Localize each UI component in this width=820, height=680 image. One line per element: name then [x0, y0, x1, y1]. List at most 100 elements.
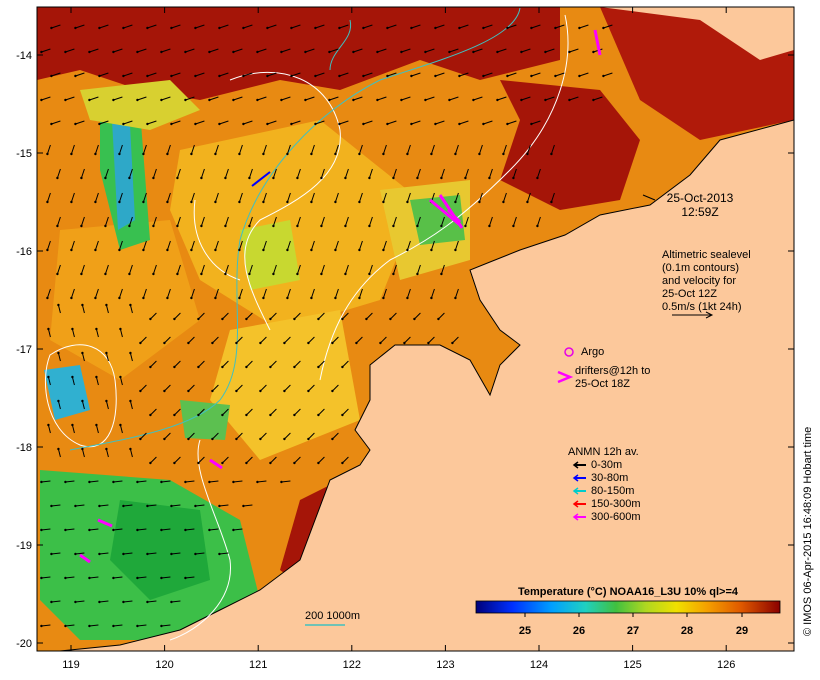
velocity-arrowhead [214, 152, 217, 156]
velocity-arrow [185, 96, 195, 101]
velocity-arrowhead [194, 122, 197, 126]
velocity-arrow [401, 96, 411, 101]
velocity-arrowhead [94, 248, 97, 252]
velocity-arrow [425, 96, 435, 101]
longitude-axis: 119 120 121 122 123 124 125 126 [62, 7, 735, 671]
velocity-arrowhead [256, 50, 259, 54]
velocity-arrowhead [232, 528, 235, 532]
velocity-arrowhead [341, 461, 344, 465]
velocity-arrow [318, 360, 325, 368]
velocity-arrowhead [104, 176, 107, 180]
velocity-arrow [166, 240, 171, 251]
velocity-arrowhead [430, 152, 433, 156]
velocity-arrow [315, 24, 325, 29]
velocity-arrowhead [424, 98, 427, 102]
velocity-arrow [140, 384, 147, 392]
colorbar-tick-label: 27 [627, 625, 639, 637]
velocity-arrowhead [208, 480, 211, 484]
velocity-arrowhead [146, 504, 149, 508]
velocity-arrowhead [304, 98, 307, 102]
velocity-arrowhead [187, 389, 190, 393]
velocity-arrow [270, 408, 277, 416]
velocity-arrow [41, 576, 51, 579]
velocity-arrow [46, 288, 51, 299]
velocity-arrowhead [139, 341, 142, 345]
velocity-arrow [430, 144, 435, 155]
velocity-arrowhead [376, 98, 379, 102]
velocity-arrowhead [160, 480, 163, 484]
velocity-arrowhead [269, 461, 272, 465]
velocity-arrow [262, 192, 267, 203]
velocity-arrow [150, 360, 157, 368]
velocity-arrowhead [424, 50, 427, 54]
timestamp-date: 25-Oct-2013 [667, 191, 734, 205]
velocity-arrowhead [122, 552, 125, 556]
velocity-arrowhead [362, 74, 365, 78]
velocity-arrowhead [314, 122, 317, 126]
velocity-arrowhead [57, 303, 60, 307]
anmn-arrowhead-icon [572, 500, 579, 508]
velocity-arrow [70, 240, 75, 251]
velocity-arrow [65, 480, 75, 483]
velocity-arrowhead [218, 26, 221, 30]
velocity-arrow [200, 216, 205, 227]
velocity-arrow [51, 600, 61, 603]
velocity-arrow [212, 384, 219, 392]
velocity-arrow [531, 72, 541, 77]
velocity-arrowhead [296, 224, 299, 228]
anmn-depth-label: 80-150m [591, 485, 634, 497]
velocity-arrowhead [568, 98, 571, 102]
velocity-arrowhead [434, 26, 437, 30]
altimetry-line2: (0.1m contours) [662, 262, 739, 274]
velocity-arrowhead [568, 50, 571, 54]
velocity-arrow [95, 424, 99, 434]
velocity-arrowhead [310, 200, 313, 204]
velocity-arrowhead [221, 461, 224, 465]
velocity-arrow [164, 384, 171, 392]
velocity-arrowhead [307, 341, 310, 345]
velocity-arrow [531, 24, 541, 29]
velocity-arrowhead [214, 296, 217, 300]
velocity-arrowhead [235, 389, 238, 393]
velocity-arrow [190, 144, 195, 155]
velocity-arrowhead [40, 50, 43, 54]
velocity-arrow [334, 192, 339, 203]
velocity-arrowhead [400, 98, 403, 102]
velocity-arrowhead [197, 461, 200, 465]
velocity-arrowhead [64, 624, 67, 628]
lat-tick-label: -15 [16, 148, 32, 160]
velocity-arrow [281, 96, 291, 101]
velocity-arrow [214, 192, 219, 203]
velocity-arrow [579, 72, 589, 77]
velocity-arrowhead [170, 504, 173, 508]
velocity-arrowhead [57, 351, 60, 355]
velocity-arrowhead [328, 98, 331, 102]
velocity-arrowhead [392, 224, 395, 228]
velocity-arrow [246, 408, 253, 416]
timestamp-time: 12:59Z [681, 205, 718, 219]
velocity-arrowhead [341, 365, 344, 369]
velocity-arrow [238, 192, 243, 203]
velocity-arrow [224, 168, 229, 179]
velocity-arrowhead [221, 413, 224, 417]
velocity-arrowhead [50, 504, 53, 508]
velocity-arrow [545, 96, 555, 101]
velocity-arrow [569, 48, 579, 53]
velocity-arrowhead [160, 528, 163, 532]
velocity-arrowhead [136, 576, 139, 580]
velocity-arrowhead [80, 224, 83, 228]
velocity-arrowhead [139, 389, 142, 393]
velocity-arrowhead [406, 296, 409, 300]
velocity-arrowhead [238, 296, 241, 300]
velocity-arrow [152, 168, 157, 179]
velocity-arrow [99, 552, 109, 555]
velocity-arrow [80, 264, 85, 275]
velocity-arrow [272, 216, 277, 227]
velocity-arrow [75, 24, 85, 29]
velocity-arrow [353, 48, 363, 53]
velocity-arrow [75, 72, 85, 77]
velocity-arrow [569, 96, 579, 101]
velocity-arrow [80, 168, 85, 179]
velocity-arrowhead [272, 272, 275, 276]
velocity-arrowhead [530, 122, 533, 126]
